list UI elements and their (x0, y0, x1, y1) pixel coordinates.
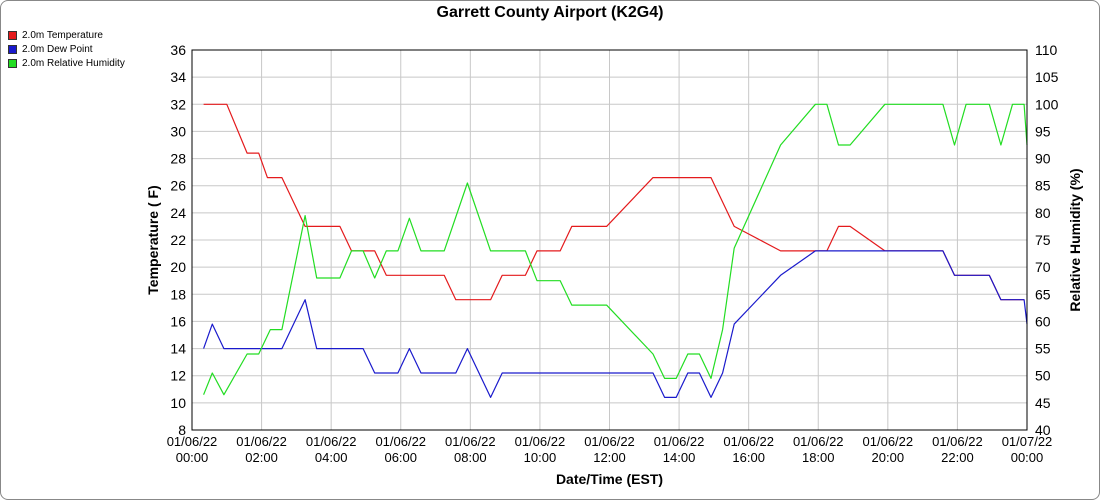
y2-tick-label: 65 (1035, 286, 1051, 302)
y-tick-label: 22 (170, 232, 186, 248)
x-tick-label-date: 01/07/22 (1002, 434, 1053, 449)
legend-label-dew-point: 2.0m Dew Point (22, 43, 93, 55)
legend-swatch-relative-humidity (8, 58, 17, 68)
y-tick-label: 32 (170, 96, 186, 112)
y-tick-label: 36 (170, 42, 186, 58)
y-tick-label: 20 (170, 259, 186, 275)
x-tick-label-date: 01/06/22 (515, 434, 566, 449)
y-tick-label: 8 (178, 422, 186, 438)
x-tick-label-date: 01/06/22 (375, 434, 426, 449)
legend-item-relative-humidity: 2.0m Relative Humidity (8, 56, 125, 70)
x-tick-label-time: 00:00 (176, 450, 209, 465)
y2-tick-label: 95 (1035, 123, 1051, 139)
legend-label-temperature: 2.0m Temperature (22, 29, 103, 41)
y-tick-label: 28 (170, 151, 186, 167)
x-tick-label-date: 01/06/22 (167, 434, 218, 449)
legend-swatch-temperature (8, 30, 17, 40)
y-tick-label: 12 (170, 368, 186, 384)
y2-tick-label: 80 (1035, 205, 1051, 221)
axis-layer: 8 10 12 14 16 18 20 22 24 26 28 30 32 34 36 40 45 50 55 60 6… (167, 42, 1059, 465)
series-relative-humidity-line (203, 103, 1028, 396)
x-tick-label-time: 06:00 (384, 450, 417, 465)
y-tick-label: 18 (170, 286, 186, 302)
x-tick-label-time: 02:00 (245, 450, 278, 465)
legend-label-relative-humidity: 2.0m Relative Humidity (22, 57, 125, 69)
x-tick-label-date: 01/06/22 (236, 434, 287, 449)
y2-tick-label: 110 (1035, 42, 1058, 58)
x-tick-label-date: 01/06/22 (793, 434, 844, 449)
chart-title: Garrett County Airport (K2G4) (436, 4, 664, 21)
x-axis-label: Date/Time (EST) (556, 471, 663, 487)
x-tick-label-time: 04:00 (315, 450, 348, 465)
x-tick-label-time: 10:00 (524, 450, 557, 465)
y-tick-label: 26 (170, 178, 186, 194)
plot-border (191, 49, 1028, 431)
x-tick-label-time: 00:00 (1011, 450, 1044, 465)
series-temperature-line (203, 103, 1025, 301)
y-axis-label: Temperature ( F) (145, 185, 161, 294)
y2-axis-label: Relative Humidity (%) (1067, 168, 1083, 311)
y2-tick-label: 100 (1035, 96, 1059, 112)
legend-item-dew-point: 2.0m Dew Point (8, 42, 125, 56)
y2-tick-label: 40 (1035, 422, 1051, 438)
series-layer (203, 103, 1028, 398)
y-tick-label: 34 (170, 69, 186, 85)
x-tick-label-date: 01/06/22 (654, 434, 705, 449)
x-tick-label-date: 01/06/22 (863, 434, 914, 449)
chart-legend: 2.0m Temperature 2.0m Dew Point 2.0m Rel… (8, 28, 125, 70)
x-tick-label-time: 08:00 (454, 450, 487, 465)
y-tick-label: 16 (170, 313, 186, 329)
legend-item-temperature: 2.0m Temperature (8, 28, 125, 42)
x-tick-label-date: 01/06/22 (306, 434, 357, 449)
legend-swatch-dew-point (8, 44, 17, 54)
y2-tick-label: 60 (1035, 313, 1051, 329)
y2-tick-label: 50 (1035, 368, 1051, 384)
x-tick-label-date: 01/06/22 (584, 434, 635, 449)
x-tick-label-time: 14:00 (663, 450, 696, 465)
y2-tick-label: 85 (1035, 178, 1051, 194)
y2-tick-label: 75 (1035, 232, 1051, 248)
x-tick-label-date: 01/06/22 (445, 434, 496, 449)
y2-tick-label: 55 (1035, 341, 1051, 357)
y-tick-label: 14 (170, 341, 186, 357)
series-dew-point-line (203, 250, 1028, 398)
x-tick-label-date: 01/06/22 (932, 434, 983, 449)
y2-tick-label: 70 (1035, 259, 1051, 275)
y2-tick-label: 45 (1035, 395, 1051, 411)
y-tick-label: 24 (170, 205, 186, 221)
x-tick-label-time: 22:00 (941, 450, 974, 465)
x-tick-label-date: 01/06/22 (723, 434, 774, 449)
y-tick-label: 10 (170, 395, 186, 411)
y2-tick-label: 90 (1035, 151, 1051, 167)
x-tick-label-time: 18:00 (802, 450, 835, 465)
x-tick-label-time: 16:00 (732, 450, 765, 465)
y2-tick-label: 105 (1035, 69, 1059, 85)
y-tick-label: 30 (170, 123, 186, 139)
x-tick-label-time: 12:00 (593, 450, 626, 465)
x-tick-label-time: 20:00 (872, 450, 905, 465)
